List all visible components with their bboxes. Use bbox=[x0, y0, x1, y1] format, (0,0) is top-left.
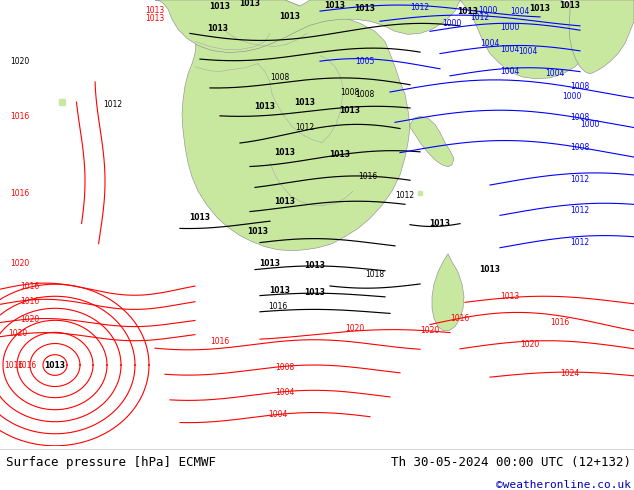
Text: 1013: 1013 bbox=[240, 0, 261, 7]
Text: 1013: 1013 bbox=[207, 24, 228, 33]
Text: 1012: 1012 bbox=[571, 238, 590, 247]
Text: 1000: 1000 bbox=[500, 23, 520, 32]
Polygon shape bbox=[569, 0, 634, 74]
Text: 1013: 1013 bbox=[259, 259, 280, 269]
Text: 1013: 1013 bbox=[275, 196, 295, 206]
Text: 1016: 1016 bbox=[550, 318, 569, 327]
Polygon shape bbox=[432, 254, 464, 331]
Text: 1016: 1016 bbox=[210, 337, 230, 346]
Text: 1016: 1016 bbox=[10, 112, 30, 121]
Text: 1016: 1016 bbox=[358, 172, 378, 181]
Text: 1012: 1012 bbox=[470, 13, 489, 22]
Text: 1013: 1013 bbox=[325, 0, 346, 10]
Text: 1020: 1020 bbox=[10, 259, 30, 269]
Text: 1013: 1013 bbox=[44, 361, 65, 369]
Text: 1004: 1004 bbox=[500, 45, 520, 54]
Text: 1013: 1013 bbox=[479, 266, 500, 274]
Text: 1013: 1013 bbox=[190, 213, 210, 222]
Text: 1020: 1020 bbox=[346, 324, 365, 333]
Text: 1013: 1013 bbox=[145, 14, 165, 23]
Text: 1008: 1008 bbox=[571, 143, 590, 152]
Text: 1020: 1020 bbox=[20, 315, 39, 324]
Text: 1016: 1016 bbox=[450, 314, 470, 323]
Text: 1013: 1013 bbox=[304, 262, 325, 270]
Text: 1013: 1013 bbox=[269, 286, 290, 294]
Text: 1013: 1013 bbox=[145, 5, 165, 15]
Polygon shape bbox=[155, 0, 460, 52]
Text: 1000: 1000 bbox=[562, 92, 581, 100]
Text: 1020: 1020 bbox=[10, 57, 30, 66]
Text: 1004: 1004 bbox=[500, 67, 520, 76]
Text: 1018: 1018 bbox=[365, 270, 385, 278]
Text: 1013: 1013 bbox=[295, 98, 316, 107]
Text: 1004: 1004 bbox=[510, 7, 529, 16]
Text: 1008: 1008 bbox=[356, 90, 375, 98]
Polygon shape bbox=[155, 0, 410, 251]
Text: 1012: 1012 bbox=[571, 175, 590, 184]
Text: ©weatheronline.co.uk: ©weatheronline.co.uk bbox=[496, 480, 631, 490]
Text: 1016: 1016 bbox=[10, 189, 30, 197]
Text: 1016: 1016 bbox=[268, 302, 288, 311]
Text: 1020: 1020 bbox=[8, 329, 28, 338]
Text: 1000: 1000 bbox=[443, 19, 462, 28]
Polygon shape bbox=[460, 0, 590, 79]
Text: 1013: 1013 bbox=[500, 292, 520, 301]
Polygon shape bbox=[410, 116, 454, 167]
Text: 1013: 1013 bbox=[330, 150, 351, 159]
Text: 1008: 1008 bbox=[571, 82, 590, 92]
Text: 1005: 1005 bbox=[355, 57, 375, 66]
Text: 1016: 1016 bbox=[17, 361, 37, 369]
Text: 1013: 1013 bbox=[304, 288, 325, 297]
Text: 1004: 1004 bbox=[519, 47, 538, 56]
Text: 1013: 1013 bbox=[458, 7, 479, 16]
Text: 1016: 1016 bbox=[20, 282, 39, 291]
Text: 1004: 1004 bbox=[545, 69, 565, 78]
Text: 1012: 1012 bbox=[295, 123, 314, 132]
Text: 1000: 1000 bbox=[580, 120, 600, 129]
Text: 1004: 1004 bbox=[275, 388, 295, 397]
Text: 1013: 1013 bbox=[529, 3, 550, 13]
Text: 1024: 1024 bbox=[560, 368, 579, 378]
Text: Th 30-05-2024 00:00 UTC (12+132): Th 30-05-2024 00:00 UTC (12+132) bbox=[391, 456, 631, 469]
Text: 1013: 1013 bbox=[354, 3, 375, 13]
Text: 1008: 1008 bbox=[340, 88, 359, 97]
Text: 1013: 1013 bbox=[247, 227, 269, 236]
Text: 1000: 1000 bbox=[478, 5, 498, 15]
Text: 1004: 1004 bbox=[481, 39, 500, 48]
Text: 1013: 1013 bbox=[254, 101, 276, 111]
Text: 1013: 1013 bbox=[275, 148, 295, 157]
Text: 1013: 1013 bbox=[339, 106, 361, 115]
Text: 1013: 1013 bbox=[280, 12, 301, 21]
Text: 1016: 1016 bbox=[20, 297, 39, 306]
Text: 1004: 1004 bbox=[268, 410, 288, 419]
Text: 1020: 1020 bbox=[521, 340, 540, 349]
Text: 1013: 1013 bbox=[429, 219, 451, 228]
Text: 1012: 1012 bbox=[396, 191, 415, 199]
Text: 1012: 1012 bbox=[571, 206, 590, 215]
Text: Surface pressure [hPa] ECMWF: Surface pressure [hPa] ECMWF bbox=[6, 456, 216, 469]
Text: 1008: 1008 bbox=[571, 113, 590, 122]
Text: 1012: 1012 bbox=[103, 99, 122, 109]
Text: 1016: 1016 bbox=[4, 361, 23, 369]
Text: 1013: 1013 bbox=[559, 0, 581, 10]
Text: 1013: 1013 bbox=[209, 1, 231, 11]
Text: 1020: 1020 bbox=[420, 326, 439, 335]
Text: 1008: 1008 bbox=[270, 74, 290, 82]
Text: 1012: 1012 bbox=[410, 2, 430, 12]
Text: 1008: 1008 bbox=[275, 363, 295, 371]
